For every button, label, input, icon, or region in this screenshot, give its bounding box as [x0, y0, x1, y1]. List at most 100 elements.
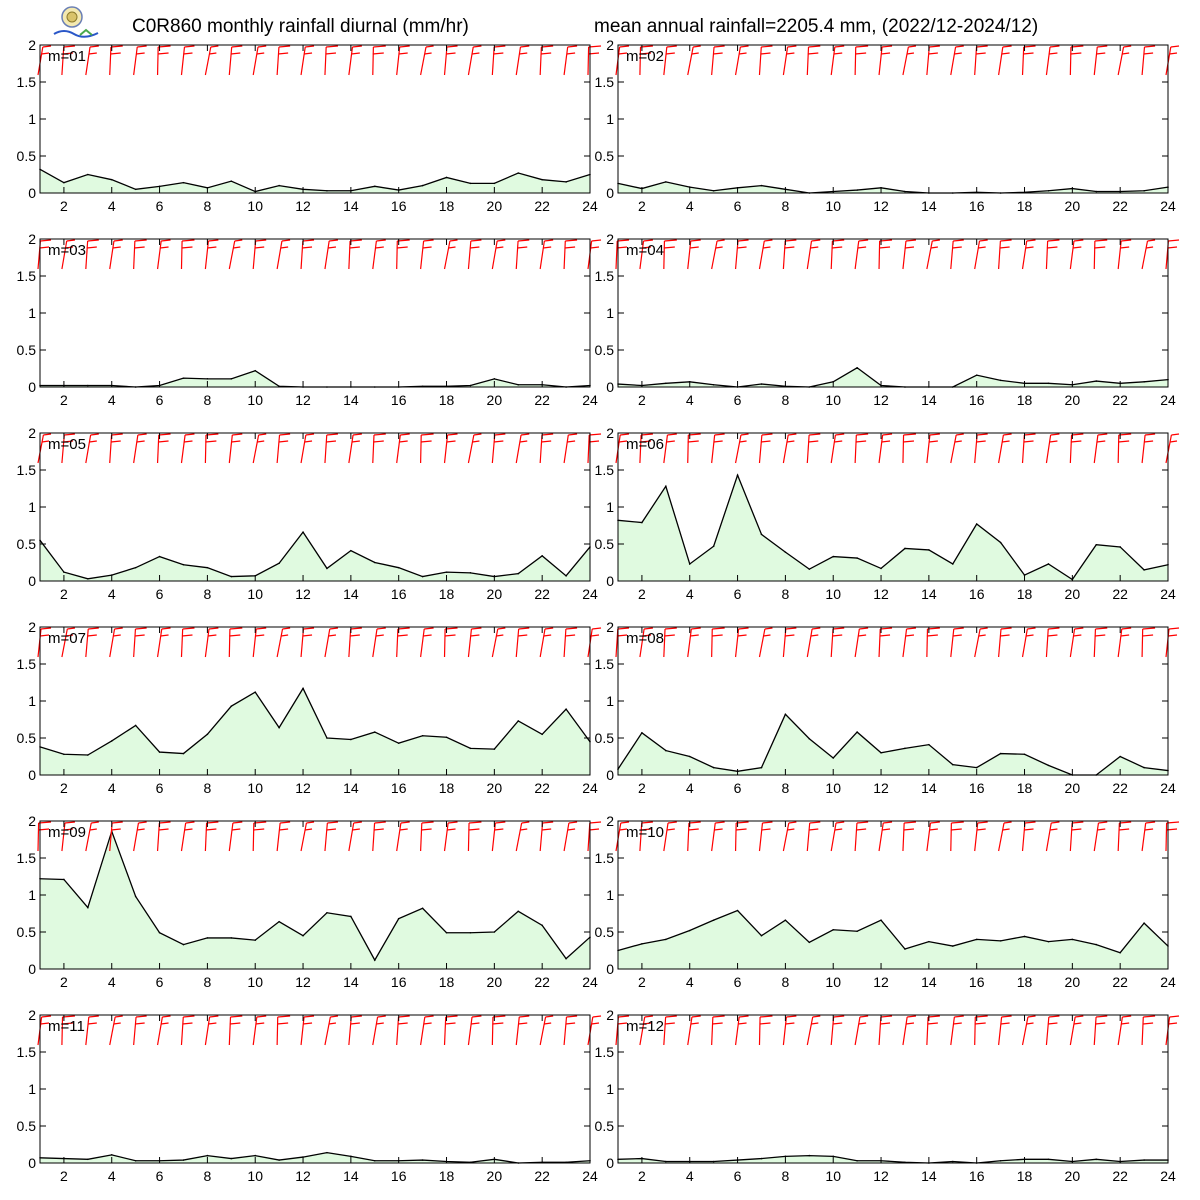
- x-tick-label: 24: [1160, 586, 1176, 602]
- wind-barb: [902, 628, 908, 658]
- wind-barb-flag: [881, 828, 891, 831]
- y-tick-label: 0: [28, 767, 36, 783]
- wind-barb: [372, 240, 377, 270]
- wind-barb-flag: [1096, 52, 1106, 55]
- wind-barb-flag: [230, 1015, 243, 1018]
- wind-barb-flag: [207, 634, 217, 637]
- wind-barb: [806, 822, 811, 852]
- wind-barb-flag: [762, 246, 771, 249]
- wind-barb-flag: [980, 627, 988, 630]
- wind-barb: [204, 240, 209, 270]
- wind-barb-flag: [41, 52, 50, 55]
- data-point: [1047, 382, 1050, 385]
- data-point: [1143, 922, 1145, 924]
- rainfall-area: [40, 532, 590, 581]
- wind-barb-flag: [858, 634, 867, 637]
- data-point: [712, 189, 715, 192]
- wind-barb-flag: [399, 45, 410, 48]
- wind-barb-flag: [1145, 433, 1156, 436]
- wind-barb-flag: [976, 45, 988, 48]
- wind-barb-flag: [927, 627, 940, 630]
- x-tick-label: 8: [781, 392, 789, 408]
- wind-barb-flag: [929, 433, 940, 436]
- wind-barb-flag: [688, 821, 701, 824]
- wind-barb-flag: [1167, 246, 1178, 249]
- wind-barb: [539, 628, 546, 658]
- wind-barb-flag: [496, 634, 504, 637]
- wind-barb: [372, 822, 376, 852]
- wind-barb-flag: [540, 52, 552, 55]
- wind-barb: [156, 240, 162, 270]
- wind-barb: [300, 628, 305, 658]
- data-point: [230, 705, 233, 707]
- wind-barb: [467, 628, 473, 658]
- wind-barb-flag: [87, 1022, 97, 1025]
- wind-barb-flag: [519, 440, 528, 443]
- y-tick-label: 0.5: [17, 1118, 37, 1134]
- x-tick-label: 18: [1017, 974, 1033, 990]
- wind-barb-flag: [468, 828, 480, 831]
- wind-barb: [491, 1016, 494, 1046]
- wind-barb-flag: [352, 45, 362, 48]
- wind-barb-flag: [229, 627, 243, 630]
- wind-barb-flag: [183, 52, 193, 55]
- wind-barb: [734, 240, 739, 270]
- wind-barb-flag: [1071, 433, 1084, 436]
- data-point: [975, 523, 978, 525]
- data-point: [134, 188, 137, 191]
- wind-barb-flag: [1095, 1022, 1106, 1025]
- wind-barb-flag: [493, 52, 504, 55]
- wind-barb-flag: [88, 627, 99, 630]
- y-tick-label: 0: [606, 185, 614, 201]
- wind-barb: [85, 1016, 90, 1046]
- data-point: [784, 1155, 787, 1158]
- x-tick-label: 4: [108, 1168, 116, 1184]
- data-point: [880, 567, 882, 570]
- wind-barb: [998, 46, 1004, 76]
- wind-barb-flag: [1144, 440, 1154, 443]
- wind-barb-flag: [520, 828, 528, 831]
- data-point: [87, 384, 89, 387]
- wind-barb: [228, 46, 233, 76]
- wind-barb-flag: [812, 1015, 821, 1018]
- wind-barb: [758, 628, 766, 658]
- wind-barb: [711, 1016, 714, 1046]
- wind-barb-flag: [1071, 828, 1082, 831]
- wind-barb: [372, 628, 378, 658]
- wind-barb: [711, 822, 716, 852]
- wind-barb-flag: [541, 45, 554, 48]
- rainfall-line: [617, 181, 1169, 194]
- wind-barb-flag: [618, 52, 628, 55]
- wind-barb-flag: [350, 627, 362, 630]
- wind-barb-flag: [1047, 634, 1058, 637]
- wind-barb-flag: [736, 821, 749, 824]
- wind-barb: [1045, 46, 1051, 76]
- wind-barb-flag: [856, 433, 869, 436]
- wind-barb-flag: [1049, 440, 1058, 443]
- data-point: [541, 733, 543, 736]
- wind-barb: [61, 822, 66, 852]
- x-tick-label: 14: [921, 780, 937, 796]
- wind-barb: [180, 822, 187, 852]
- x-tick-label: 10: [247, 198, 263, 214]
- x-tick-label: 12: [295, 974, 311, 990]
- wind-barb-flag: [349, 634, 360, 637]
- wind-barb-flag: [497, 239, 506, 242]
- wind-barb: [1117, 628, 1123, 658]
- x-tick-label: 24: [582, 586, 598, 602]
- wind-barb: [443, 434, 449, 464]
- data-point: [254, 939, 257, 941]
- wind-barb-flag: [883, 821, 893, 824]
- wind-barb-flag: [472, 440, 480, 443]
- wind-barb-flag: [373, 828, 384, 831]
- y-tick-label: 2: [28, 813, 36, 829]
- x-tick-label: 6: [156, 780, 164, 796]
- wind-barb-flag: [737, 634, 747, 637]
- wind-barb: [1117, 1016, 1123, 1046]
- wind-barb: [639, 1016, 646, 1046]
- wind-barb: [1141, 1016, 1144, 1046]
- wind-barb: [639, 434, 642, 464]
- wind-barb-flag: [494, 45, 506, 48]
- data-point: [445, 736, 448, 739]
- wind-barb: [806, 628, 813, 658]
